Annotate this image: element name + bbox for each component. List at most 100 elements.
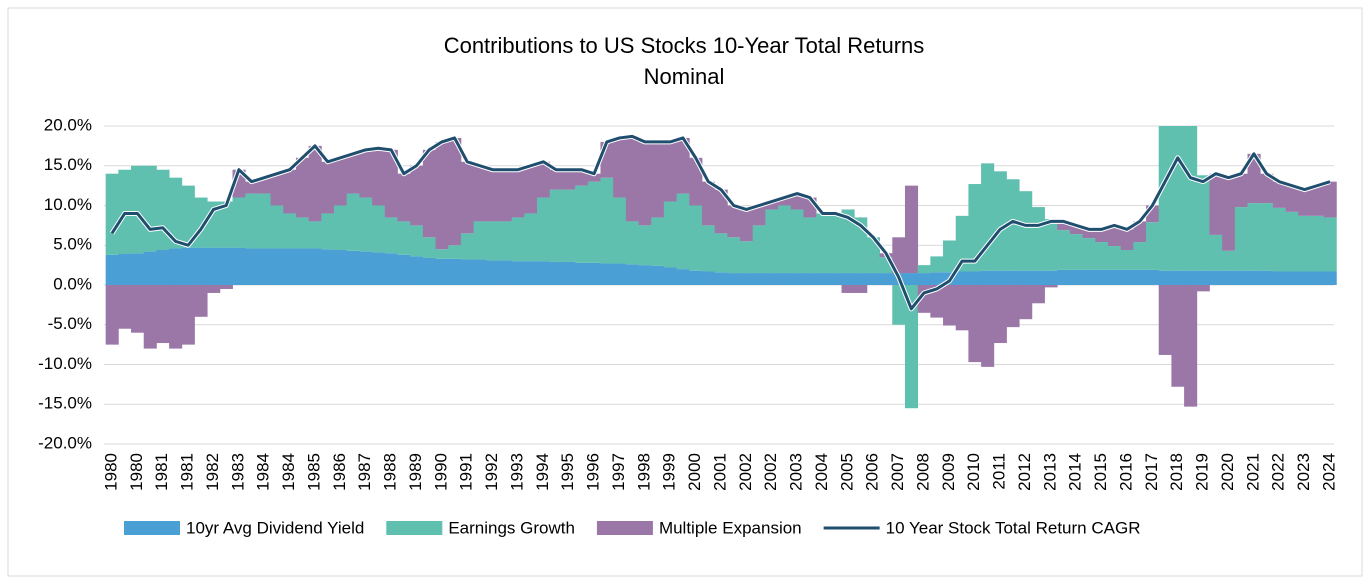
bar-segment xyxy=(1247,203,1261,271)
bar-segment xyxy=(473,165,487,222)
bar-segment xyxy=(1107,225,1122,247)
bar-segment xyxy=(790,193,804,210)
bar-segment xyxy=(448,137,462,246)
bar-segment xyxy=(245,181,259,194)
bar-segment xyxy=(752,225,766,274)
bar-segment xyxy=(587,173,601,182)
bar-segment xyxy=(549,169,563,190)
bar-segment xyxy=(334,205,348,251)
legend: 10yr Avg Dividend Yield Earnings Growth Mu… xyxy=(124,518,1140,537)
bar-segment xyxy=(486,221,500,261)
bar-segment xyxy=(1120,269,1134,285)
bar-segment xyxy=(219,247,233,285)
bar-segment xyxy=(1184,126,1198,271)
bar-segment xyxy=(866,273,880,285)
x-tick-label: 1986 xyxy=(330,453,349,491)
bar-segment xyxy=(1133,221,1147,243)
x-tick-label: 2008 xyxy=(913,453,932,491)
bar-segment xyxy=(346,250,360,285)
bar-segment xyxy=(1285,271,1299,285)
bar-segment xyxy=(968,271,982,285)
x-tick-label: 2019 xyxy=(1193,453,1212,491)
x-tick-label: 2024 xyxy=(1319,453,1338,491)
bar-segment xyxy=(156,285,170,344)
x-tick-label: 1993 xyxy=(507,453,526,491)
bar-segment xyxy=(1272,181,1286,208)
bar-segment xyxy=(866,237,880,274)
x-tick-label: 2002 xyxy=(736,453,755,491)
bar-segment xyxy=(1031,270,1045,285)
bar-segment xyxy=(828,273,842,285)
x-tick-label: 1994 xyxy=(533,453,552,491)
bar-segment xyxy=(803,217,817,274)
bar-segment xyxy=(1196,285,1210,292)
bar-segment xyxy=(283,213,297,249)
bar-segment xyxy=(1120,229,1134,251)
bar-segment xyxy=(422,257,436,285)
bar-segment xyxy=(1260,173,1274,204)
bar-segment xyxy=(613,137,627,198)
bar-segment xyxy=(740,241,754,274)
bar-segment xyxy=(524,261,538,285)
bar-segment xyxy=(207,285,221,293)
bar-segment xyxy=(1171,270,1185,285)
bar-segment xyxy=(1095,229,1109,243)
y-tick-label: 0.0% xyxy=(53,274,92,293)
bar-segment xyxy=(968,285,982,363)
x-tick-label: 1991 xyxy=(457,453,476,491)
bar-segment xyxy=(778,273,792,285)
x-tick-label: 2000 xyxy=(685,453,704,491)
bar-segment xyxy=(879,273,893,285)
bar-segment xyxy=(1222,250,1236,271)
bar-segment xyxy=(854,273,868,285)
bar-segment xyxy=(638,141,652,226)
bar-segment xyxy=(993,270,1007,285)
bar-segment xyxy=(473,221,487,260)
bar-segment xyxy=(1247,270,1261,285)
bar-segment xyxy=(257,177,271,194)
bar-segment xyxy=(841,209,855,274)
bar-segment xyxy=(930,272,944,285)
bar-segment xyxy=(410,225,424,257)
x-tick-label: 1988 xyxy=(381,453,400,491)
bar-segment xyxy=(498,169,513,222)
x-tick-label: 1995 xyxy=(558,453,577,491)
bar-segment xyxy=(194,247,208,285)
bar-segment xyxy=(1323,181,1337,218)
bar-segment xyxy=(1158,285,1172,355)
bar-segment xyxy=(435,258,449,285)
bar-segment xyxy=(1272,271,1286,285)
y-tick-label: 20.0% xyxy=(44,115,92,134)
bar-segment xyxy=(194,285,208,317)
bar-segment xyxy=(917,265,931,274)
bar-segment xyxy=(524,213,538,262)
bar-segment xyxy=(397,254,411,285)
bar-segment xyxy=(562,189,576,262)
bar-segment xyxy=(1234,270,1248,285)
y-tick-label: -20.0% xyxy=(38,433,92,452)
bar-segment xyxy=(118,285,132,329)
bar-segment xyxy=(308,248,322,285)
bar-segment xyxy=(435,141,449,250)
bar-segment xyxy=(1044,285,1058,288)
bar-segment xyxy=(1107,246,1122,270)
x-tick-label: 2004 xyxy=(812,453,831,491)
bar-segment xyxy=(651,265,665,285)
x-tick-label: 2010 xyxy=(964,453,983,491)
legend-label: 10 Year Stock Total Return CAGR xyxy=(886,518,1141,537)
bar-segment xyxy=(904,285,919,409)
bar-segment xyxy=(511,261,525,285)
x-tick-label: 2018 xyxy=(1167,453,1186,491)
bar-segment xyxy=(714,189,728,234)
bar-segment xyxy=(131,253,145,285)
bar-segment xyxy=(613,197,627,264)
bar-segment xyxy=(460,233,474,260)
x-tick-label: 2023 xyxy=(1294,453,1313,491)
bar-segment xyxy=(511,217,525,262)
bar-segment xyxy=(1069,269,1083,285)
bar-segment xyxy=(270,173,284,206)
bar-segment xyxy=(384,217,398,254)
bar-segment xyxy=(232,197,246,248)
bar-segment xyxy=(346,193,360,251)
x-tick-label: 2005 xyxy=(837,453,856,491)
